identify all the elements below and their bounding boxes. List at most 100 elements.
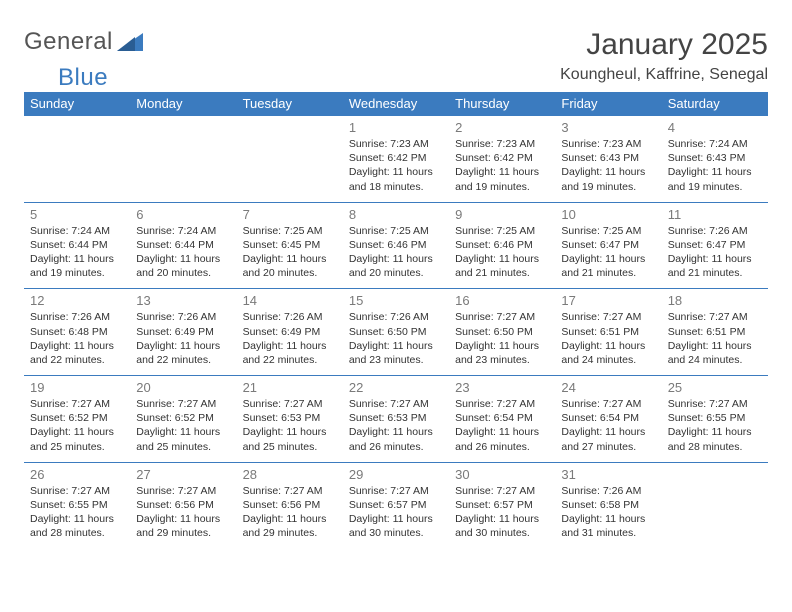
logo-text-general: General xyxy=(24,28,113,56)
sunset-line: Sunset: 6:53 PM xyxy=(243,411,337,425)
daylight-line: Daylight: 11 hours and 19 minutes. xyxy=(455,165,549,193)
sunrise-line: Sunrise: 7:26 AM xyxy=(349,310,443,324)
weekday-header: Saturday xyxy=(662,92,768,116)
sunrise-line: Sunrise: 7:27 AM xyxy=(243,397,337,411)
calendar-cell: 14Sunrise: 7:26 AMSunset: 6:49 PMDayligh… xyxy=(237,289,343,376)
sunrise-line: Sunrise: 7:25 AM xyxy=(243,224,337,238)
sunset-line: Sunset: 6:46 PM xyxy=(455,238,549,252)
daylight-line: Daylight: 11 hours and 30 minutes. xyxy=(455,512,549,540)
sunset-line: Sunset: 6:51 PM xyxy=(561,325,655,339)
calendar-cell: 18Sunrise: 7:27 AMSunset: 6:51 PMDayligh… xyxy=(662,289,768,376)
calendar-cell: 6Sunrise: 7:24 AMSunset: 6:44 PMDaylight… xyxy=(130,202,236,289)
day-number: 28 xyxy=(243,467,337,482)
daylight-line: Daylight: 11 hours and 21 minutes. xyxy=(455,252,549,280)
day-number: 27 xyxy=(136,467,230,482)
weekday-header: Friday xyxy=(555,92,661,116)
sunrise-line: Sunrise: 7:27 AM xyxy=(243,484,337,498)
logo: General xyxy=(24,28,145,56)
calendar-cell: 2 Sunrise: 7:23 AMSunset: 6:42 PMDaylight… xyxy=(449,116,555,203)
daylight-line: Daylight: 11 hours and 28 minutes. xyxy=(30,512,124,540)
sunset-line: Sunset: 6:42 PM xyxy=(455,151,549,165)
calendar-row: 5 Sunrise: 7:24 AM Sunset: 6:44 PM Daylight… xyxy=(24,202,768,289)
daylight-line: Daylight: 11 hours and 23 minutes. xyxy=(349,339,443,367)
calendar-cell: 25Sunrise: 7:27 AMSunset: 6:55 PMDayligh… xyxy=(662,376,768,463)
sunrise-line: Sunrise: 7:26 AM xyxy=(561,484,655,498)
sunset-line: Sunset: 6:54 PM xyxy=(561,411,655,425)
daylight-line: Daylight: 11 hours and 22 minutes. xyxy=(136,339,230,367)
sunset-line: Sunset: 6:49 PM xyxy=(243,325,337,339)
daylight-line: Daylight: 11 hours and 29 minutes. xyxy=(243,512,337,540)
daylight-line: Daylight: 11 hours and 25 minutes. xyxy=(136,425,230,453)
calendar-cell: 30Sunrise: 7:27 AMSunset: 6:57 PMDayligh… xyxy=(449,462,555,548)
sunset-line: Sunset: 6:50 PM xyxy=(455,325,549,339)
daylight-line: Daylight: 11 hours and 26 minutes. xyxy=(349,425,443,453)
calendar-cell: 19Sunrise: 7:27 AMSunset: 6:52 PMDayligh… xyxy=(24,376,130,463)
sunrise-line: Sunrise: 7:24 AM xyxy=(30,224,124,238)
sunrise-line: Sunrise: 7:27 AM xyxy=(136,484,230,498)
day-number: 5 xyxy=(30,207,124,222)
calendar-cell: 7Sunrise: 7:25 AMSunset: 6:45 PMDaylight… xyxy=(237,202,343,289)
calendar-cell: 11Sunrise: 7:26 AMSunset: 6:47 PMDayligh… xyxy=(662,202,768,289)
calendar-cell: 4Sunrise: 7:24 AMSunset: 6:43 PMDaylight… xyxy=(662,116,768,203)
sunset-line: Sunset: 6:43 PM xyxy=(668,151,762,165)
sunrise-line: Sunrise: 7:25 AM xyxy=(455,224,549,238)
day-number: 23 xyxy=(455,380,549,395)
sunset-line: Sunset: 6:45 PM xyxy=(243,238,337,252)
sunset-line: Sunset: 6:55 PM xyxy=(668,411,762,425)
daylight-line: Daylight: 11 hours and 27 minutes. xyxy=(561,425,655,453)
day-number: 14 xyxy=(243,293,337,308)
calendar-cell: 27Sunrise: 7:27 AMSunset: 6:56 PMDayligh… xyxy=(130,462,236,548)
calendar-cell: 9 Sunrise: 7:25 AMSunset: 6:46 PMDaylight… xyxy=(449,202,555,289)
day-number: 2 xyxy=(455,120,549,135)
sunrise-line: Sunrise: 7:26 AM xyxy=(668,224,762,238)
calendar-cell xyxy=(662,462,768,548)
calendar-cell: 10Sunrise: 7:25 AMSunset: 6:47 PMDayligh… xyxy=(555,202,661,289)
sunset-line: Sunset: 6:44 PM xyxy=(136,238,230,252)
calendar-cell: 15Sunrise: 7:26 AMSunset: 6:50 PMDayligh… xyxy=(343,289,449,376)
calendar-row: 1Sunrise: 7:23 AMSunset: 6:42 PMDaylight… xyxy=(24,116,768,203)
daylight-line: Daylight: 11 hours and 20 minutes. xyxy=(349,252,443,280)
calendar-cell: 3Sunrise: 7:23 AMSunset: 6:43 PMDaylight… xyxy=(555,116,661,203)
sunrise-line: Sunrise: 7:27 AM xyxy=(561,397,655,411)
sunrise-line: Sunrise: 7:26 AM xyxy=(30,310,124,324)
daylight-line: Daylight: 11 hours and 19 minutes. xyxy=(668,165,762,193)
weekday-header: Thursday xyxy=(449,92,555,116)
day-number: 4 xyxy=(668,120,762,135)
calendar-cell: 23Sunrise: 7:27 AMSunset: 6:54 PMDayligh… xyxy=(449,376,555,463)
sunrise-line: Sunrise: 7:27 AM xyxy=(668,310,762,324)
sunrise-line: Sunrise: 7:27 AM xyxy=(561,310,655,324)
day-number: 3 xyxy=(561,120,655,135)
daylight-line: Daylight: 11 hours and 19 minutes. xyxy=(561,165,655,193)
daylight-line: Daylight: 11 hours and 22 minutes. xyxy=(243,339,337,367)
calendar-cell: 24Sunrise: 7:27 AMSunset: 6:54 PMDayligh… xyxy=(555,376,661,463)
sunset-line: Sunset: 6:48 PM xyxy=(30,325,124,339)
calendar-cell: 26Sunrise: 7:27 AMSunset: 6:55 PMDayligh… xyxy=(24,462,130,548)
sunrise-line: Sunrise: 7:27 AM xyxy=(30,484,124,498)
month-title: January 2025 xyxy=(560,28,768,62)
sunrise-line: Sunrise: 7:26 AM xyxy=(136,310,230,324)
sunrise-line: Sunrise: 7:27 AM xyxy=(455,310,549,324)
sunset-line: Sunset: 6:57 PM xyxy=(455,498,549,512)
day-number: 12 xyxy=(30,293,124,308)
day-number: 18 xyxy=(668,293,762,308)
sunrise-line: Sunrise: 7:27 AM xyxy=(455,397,549,411)
calendar-cell: 31Sunrise: 7:26 AMSunset: 6:58 PMDayligh… xyxy=(555,462,661,548)
calendar-cell: 28Sunrise: 7:27 AMSunset: 6:56 PMDayligh… xyxy=(237,462,343,548)
daylight-line: Daylight: 11 hours and 20 minutes. xyxy=(243,252,337,280)
calendar-cell: 17Sunrise: 7:27 AMSunset: 6:51 PMDayligh… xyxy=(555,289,661,376)
sunset-line: Sunset: 6:46 PM xyxy=(349,238,443,252)
logo-text-blue: Blue xyxy=(58,64,108,92)
sunset-line: Sunset: 6:50 PM xyxy=(349,325,443,339)
day-number: 29 xyxy=(349,467,443,482)
sunrise-line: Sunrise: 7:23 AM xyxy=(561,137,655,151)
daylight-line: Daylight: 11 hours and 25 minutes. xyxy=(30,425,124,453)
weekday-header: Wednesday xyxy=(343,92,449,116)
sunrise-line: Sunrise: 7:27 AM xyxy=(668,397,762,411)
sunrise-line: Sunrise: 7:23 AM xyxy=(349,137,443,151)
daylight-line: Daylight: 11 hours and 18 minutes. xyxy=(349,165,443,193)
weekday-header: Sunday xyxy=(24,92,130,116)
sunrise-line: Sunrise: 7:23 AM xyxy=(455,137,549,151)
day-number: 9 xyxy=(455,207,549,222)
daylight-line: Daylight: 11 hours and 31 minutes. xyxy=(561,512,655,540)
sunrise-line: Sunrise: 7:25 AM xyxy=(561,224,655,238)
